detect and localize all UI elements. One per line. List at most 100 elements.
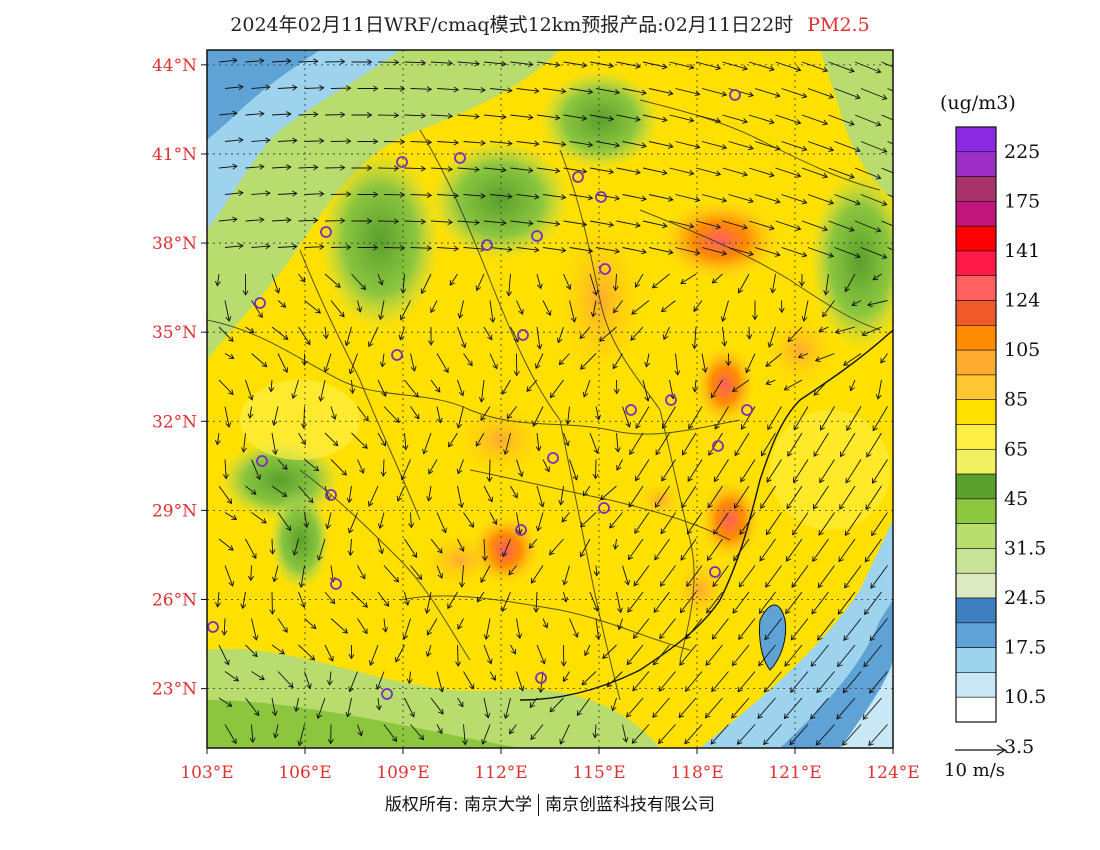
wind-vector bbox=[837, 644, 856, 668]
wind-vector bbox=[819, 459, 835, 484]
lat-label: 23°N bbox=[152, 680, 197, 700]
lat-label: 32°N bbox=[152, 412, 197, 432]
wind-vector bbox=[404, 112, 427, 119]
wind-vector bbox=[764, 618, 782, 641]
wind-vector bbox=[457, 113, 480, 120]
wind-vector bbox=[592, 459, 599, 480]
wind-vector bbox=[218, 379, 234, 396]
wind-vector bbox=[731, 697, 750, 719]
lat-label: 38°N bbox=[152, 234, 197, 254]
wind-vector bbox=[783, 697, 803, 720]
wind-vector bbox=[781, 88, 808, 99]
wind-vector bbox=[536, 167, 561, 174]
wind-vector bbox=[293, 697, 300, 713]
wind-vector bbox=[245, 538, 257, 560]
wind-vector bbox=[456, 459, 464, 475]
wind-vector bbox=[424, 591, 432, 614]
wind-vector bbox=[695, 167, 722, 177]
wind-vector bbox=[675, 88, 701, 97]
wind-vector bbox=[510, 220, 534, 227]
wind-vector bbox=[510, 61, 534, 68]
wind-vector bbox=[761, 432, 776, 457]
wind-vector bbox=[403, 591, 410, 606]
wind-vector bbox=[271, 58, 292, 65]
wind-vector bbox=[580, 512, 597, 528]
colorbar-swatch bbox=[955, 399, 997, 425]
wind-vector bbox=[224, 300, 232, 322]
wind-vector bbox=[595, 618, 602, 641]
wind-vector bbox=[378, 300, 385, 321]
wind-vector bbox=[351, 112, 373, 118]
wind-vector bbox=[245, 326, 255, 334]
wind-vector bbox=[634, 512, 650, 534]
wind-vector bbox=[711, 671, 729, 693]
copyright-owner: 版权所有: 南京大学 bbox=[384, 795, 533, 815]
wind-vector bbox=[483, 113, 507, 120]
wind-vector bbox=[562, 671, 570, 683]
wind-vector bbox=[563, 61, 588, 68]
wind-vector bbox=[535, 353, 544, 370]
wind-vector bbox=[733, 485, 750, 509]
wind-vector bbox=[622, 406, 631, 428]
wind-vector bbox=[801, 300, 809, 322]
wind-vector bbox=[503, 432, 511, 456]
wind-vector bbox=[622, 247, 647, 255]
wind-vector bbox=[271, 273, 281, 294]
city-marker bbox=[535, 672, 547, 684]
wind-vector bbox=[705, 644, 723, 666]
wind-vector bbox=[436, 406, 443, 424]
city-marker bbox=[454, 152, 466, 164]
wind-vector bbox=[455, 644, 462, 667]
wind-vector bbox=[789, 724, 809, 746]
wind-vector bbox=[813, 379, 829, 396]
wind-vector bbox=[251, 671, 265, 681]
wind-vector bbox=[271, 485, 288, 497]
colorbar-swatch bbox=[955, 225, 997, 252]
wind-vector bbox=[245, 110, 265, 117]
wind-vector bbox=[357, 459, 365, 474]
wind-vector bbox=[549, 379, 564, 399]
lon-label: 121°E bbox=[768, 763, 821, 783]
wind-vector bbox=[754, 247, 781, 257]
wind-vector bbox=[516, 618, 523, 640]
wind-vector bbox=[501, 379, 511, 395]
colorbar-frame bbox=[955, 126, 997, 723]
wind-vector bbox=[277, 137, 298, 144]
wind-vector bbox=[383, 191, 406, 198]
wind-vector bbox=[251, 190, 271, 197]
wind-vector bbox=[377, 512, 385, 530]
wind-vector bbox=[542, 247, 567, 254]
wind-vector bbox=[563, 114, 588, 121]
wind-vector bbox=[695, 220, 722, 230]
wind-vector bbox=[475, 273, 485, 292]
wind-vector bbox=[616, 459, 623, 471]
wind-vector bbox=[823, 273, 830, 296]
wind-vector bbox=[631, 724, 650, 744]
wind-vector bbox=[864, 591, 882, 615]
wind-vector bbox=[273, 724, 279, 739]
wind-vector bbox=[589, 432, 599, 454]
wind-vector bbox=[542, 141, 567, 148]
wind-vector bbox=[251, 84, 271, 91]
wind-vector bbox=[383, 85, 406, 92]
wind-vector bbox=[763, 671, 782, 693]
wind-vector bbox=[720, 300, 729, 323]
wind-vector bbox=[406, 671, 413, 685]
wind-vector bbox=[292, 538, 299, 556]
colorbar-swatch bbox=[955, 473, 997, 500]
wind-vector bbox=[707, 485, 723, 509]
wind-vector bbox=[377, 59, 400, 66]
wind-vector bbox=[592, 724, 599, 739]
wind-vector bbox=[758, 644, 776, 667]
wind-vector bbox=[271, 432, 278, 456]
wind-vector bbox=[634, 459, 650, 482]
wind-vector bbox=[430, 60, 454, 66]
wind-vector bbox=[516, 140, 540, 147]
wind-vector bbox=[542, 194, 567, 201]
wind-vector bbox=[410, 565, 423, 580]
wind-vector bbox=[268, 379, 275, 393]
wind-vector bbox=[712, 565, 729, 588]
colorbar-swatch bbox=[955, 597, 997, 624]
wind-vector bbox=[843, 618, 862, 641]
wind-vector bbox=[711, 273, 723, 284]
